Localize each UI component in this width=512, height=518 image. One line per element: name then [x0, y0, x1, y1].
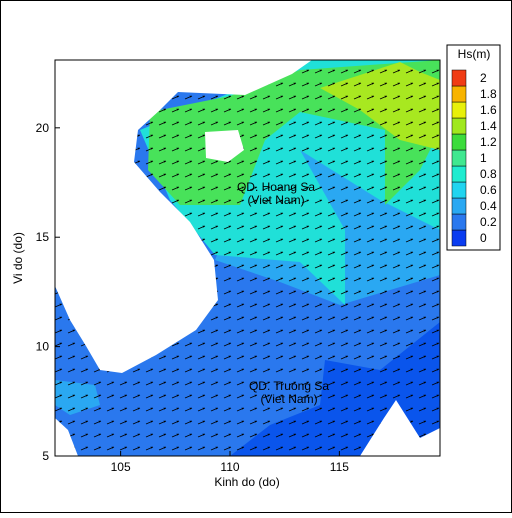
- colorbar-tick-label: 1.6: [480, 103, 497, 117]
- plot-frame: [54, 59, 441, 457]
- x-axis-label: Kinh do (do): [214, 475, 279, 489]
- colorbar-swatch: [451, 165, 467, 183]
- y-tick-label: 20: [36, 121, 50, 135]
- land: [55, 60, 312, 373]
- land: [55, 418, 78, 456]
- y-tick-label: 10: [36, 340, 50, 354]
- colorbar-swatch: [451, 197, 467, 215]
- annotation: (Viet Nam): [260, 392, 317, 406]
- y-tick-label: 15: [36, 230, 50, 244]
- annotation: QD. Hoang Sa: [237, 180, 315, 194]
- colorbar-tick-label: 2: [480, 71, 487, 85]
- colorbar-swatch: [451, 213, 467, 231]
- colorbar-tick-label: 0.4: [480, 199, 497, 213]
- x-tick-label: 110: [220, 460, 239, 474]
- colorbar-tick-label: 0.6: [480, 183, 497, 197]
- colorbar-swatch: [451, 69, 467, 87]
- y-axis-label: Vi do (do): [11, 232, 25, 284]
- x-tick-label: 115: [330, 460, 349, 474]
- y-tick-label: 5: [42, 449, 49, 463]
- colorbar-swatch: [451, 117, 467, 135]
- colorbar-swatch: [451, 229, 467, 247]
- colorbar-swatch: [451, 149, 467, 167]
- colorbar-tick-label: 0.2: [480, 215, 497, 229]
- colorbar-swatch: [451, 181, 467, 199]
- x-tick-label: 105: [111, 460, 131, 474]
- colorbar-swatch: [451, 133, 467, 151]
- colorbar-swatch: [451, 101, 467, 119]
- annotation: (Viet Nam): [247, 193, 304, 207]
- colorbar-tick-label: 0: [480, 231, 487, 245]
- colorbar-swatch: [451, 85, 467, 103]
- colorbar-tick-label: 1.4: [480, 119, 497, 133]
- colorbar-tick-label: 0.8: [480, 167, 497, 181]
- colorbar-title: Hs(m): [458, 47, 491, 61]
- colorbar-tick-label: 1: [480, 151, 487, 165]
- wave-field: [55, 60, 440, 456]
- annotation: QD. Truong Sa: [249, 379, 329, 393]
- colorbar-tick-label: 1.2: [480, 135, 497, 149]
- colorbar-tick-label: 1.8: [480, 87, 497, 101]
- land: [205, 130, 244, 162]
- land: [360, 400, 440, 456]
